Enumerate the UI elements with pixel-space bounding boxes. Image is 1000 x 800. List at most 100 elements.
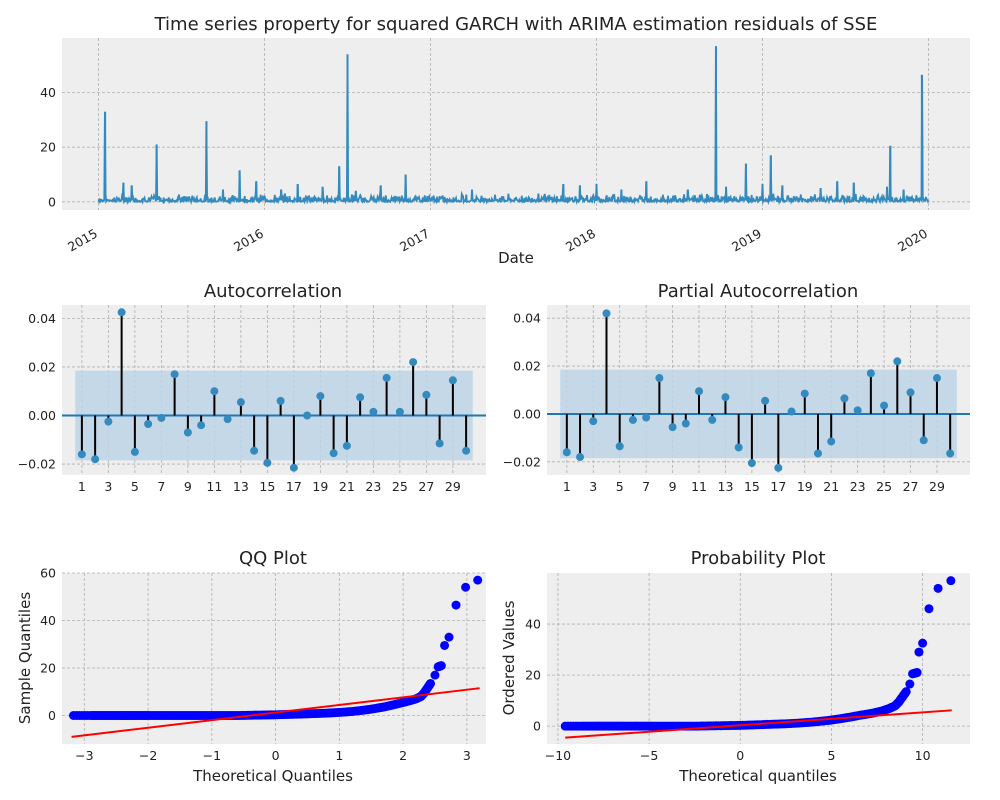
pacf-marker — [946, 449, 955, 458]
probplot-ytick-label: 20 — [525, 668, 541, 683]
qq-xtick-label: 1 — [335, 748, 343, 763]
probplot-ytick-label: 0 — [533, 719, 541, 734]
acf-marker — [183, 428, 192, 437]
acf-xtick-label: 7 — [157, 479, 165, 494]
pacf-xtick-label: 15 — [744, 479, 760, 494]
qq-point — [473, 575, 483, 585]
pacf-marker — [562, 448, 571, 457]
qq-xtick-label: −3 — [75, 748, 93, 763]
timeseries-xtick-label: 2015 — [65, 226, 100, 255]
pacf-plot — [547, 309, 970, 472]
acf-xtick-label: 19 — [312, 479, 328, 494]
pacf-marker — [893, 357, 902, 366]
pacf-xtick-label: 23 — [850, 479, 866, 494]
acf-marker — [382, 373, 391, 382]
pacf-marker — [813, 449, 822, 458]
probplot-axes-bg — [547, 573, 970, 744]
pacf-marker — [866, 369, 875, 378]
acf-marker — [104, 417, 113, 426]
acf-marker — [422, 390, 431, 399]
acf-marker — [210, 387, 219, 396]
pacf-marker — [589, 417, 598, 426]
pacf-ytick-label: 0.00 — [513, 406, 541, 421]
probplot-xtick-label: −5 — [640, 748, 658, 763]
timeseries-panel: 0 20 40 2015 2016 2017 2018 2019 2020 Time serie… — [40, 14, 970, 267]
pacf-xtick-label: 13 — [718, 479, 734, 494]
acf-title: Autocorrelation — [204, 281, 342, 302]
qq-point — [436, 661, 446, 671]
acf-xtick-label: 3 — [104, 479, 112, 494]
qq-panel: 0 20 40 60 −3 −2 −1 0 1 2 3 QQ Plot Theoretical Qu… — [16, 548, 486, 785]
acf-marker — [395, 407, 404, 416]
pacf-marker — [602, 309, 611, 318]
pacf-marker — [774, 463, 783, 472]
timeseries-xtick-label: 2017 — [397, 226, 432, 255]
pacf-xtick-label: 9 — [669, 479, 677, 494]
probplot-point — [933, 583, 943, 593]
qq-xlabel: Theoretical Quantiles — [192, 767, 353, 785]
probplot-xtick-label: 0 — [736, 748, 744, 763]
qq-point — [444, 632, 454, 642]
pacf-marker — [747, 459, 756, 468]
acf-xtick-label: 13 — [233, 479, 249, 494]
timeseries-xtick-label: 2020 — [895, 226, 930, 255]
pacf-xtick-label: 5 — [616, 479, 624, 494]
pacf-marker — [708, 415, 717, 424]
acf-panel: −0.020.000.020.041 3 5 7 9 11 13 15 17 19 21 23 25 27… — [18, 281, 486, 494]
pacf-marker — [932, 374, 941, 383]
qq-point — [440, 640, 450, 650]
acf-marker — [448, 376, 457, 385]
acf-xtick-label: 17 — [286, 479, 302, 494]
acf-ytick-label: 0.00 — [28, 408, 56, 423]
acf-marker — [316, 392, 325, 401]
qq-xtick-label: 2 — [399, 748, 407, 763]
pacf-marker — [800, 389, 809, 398]
pacf-ytick-label: 0.04 — [513, 311, 541, 326]
pacf-xtick-label: 29 — [929, 479, 945, 494]
probplot-plot — [560, 576, 956, 739]
acf-xtick-label: 1 — [78, 479, 86, 494]
probplot-point — [946, 576, 956, 586]
acf-marker — [250, 446, 259, 455]
qq-ytick-label: 60 — [40, 566, 56, 581]
acf-xtick-label: 23 — [365, 479, 381, 494]
pacf-title: Partial Autocorrelation — [658, 281, 859, 302]
pacf-marker — [721, 393, 730, 402]
acf-ticks: −0.020.000.020.041 3 5 7 9 11 13 15 17 19 21 23 25 27… — [18, 311, 461, 494]
acf-ytick-label: −0.02 — [18, 457, 56, 472]
pacf-marker — [840, 394, 849, 403]
pacf-marker — [880, 401, 889, 410]
pacf-xtick-label: 3 — [589, 479, 597, 494]
pacf-ytick-label: −0.02 — [503, 454, 541, 469]
probplot-point — [901, 687, 911, 697]
acf-ytick-label: 0.02 — [28, 359, 56, 374]
probplot-xlabel: Theoretical quantiles — [678, 767, 837, 785]
pacf-marker — [853, 406, 862, 415]
qq-title: QQ Plot — [239, 548, 307, 569]
pacf-xtick-label: 1 — [563, 479, 571, 494]
acf-marker — [157, 413, 166, 422]
acf-xtick-label: 15 — [259, 479, 275, 494]
acf-marker — [289, 463, 298, 472]
pacf-marker — [628, 415, 637, 424]
pacf-marker — [734, 443, 743, 452]
acf-marker — [276, 396, 285, 405]
qq-point — [461, 582, 471, 592]
qq-plot — [68, 575, 483, 738]
acf-marker — [144, 420, 153, 428]
acf-marker — [77, 450, 86, 459]
pacf-marker — [668, 423, 677, 432]
timeseries-xtick-label: 2016 — [231, 226, 266, 255]
pacf-marker — [827, 437, 836, 446]
pacf-xtick-label: 21 — [823, 479, 839, 494]
probplot-fit-line — [565, 709, 952, 739]
acf-marker — [356, 393, 365, 402]
timeseries-title: Time series property for squared GARCH w… — [154, 14, 878, 35]
acf-marker — [130, 447, 139, 456]
probplot-ylabel: Ordered Values — [500, 600, 518, 715]
qq-point — [426, 678, 436, 688]
probplot-point — [924, 604, 934, 614]
acf-xtick-label: 25 — [392, 479, 408, 494]
acf-ytick-label: 0.04 — [28, 311, 56, 326]
